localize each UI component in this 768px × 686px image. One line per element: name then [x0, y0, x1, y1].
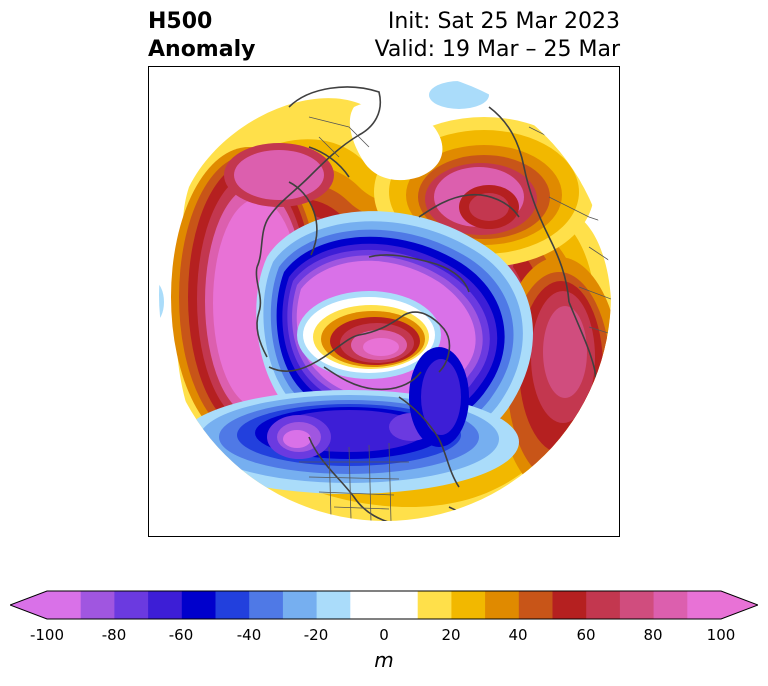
tick-label: -20 [303, 626, 329, 644]
colorbar-segment [350, 591, 385, 619]
tick-label: -40 [236, 626, 262, 644]
colorbar-segment [181, 591, 216, 619]
title-field: Anomaly [148, 37, 256, 62]
colorbar-segment [384, 591, 419, 619]
anomaly-map [148, 66, 620, 537]
colorbar-segment [282, 591, 318, 619]
init-date: Init: Sat 25 Mar 2023 [387, 9, 620, 34]
colorbar-graphic [8, 590, 760, 620]
colorbar-extend-high [721, 591, 758, 619]
colorbar-segment [417, 591, 452, 619]
colorbar-segment [451, 591, 486, 619]
anomaly-map-canvas [159, 81, 611, 521]
colorbar-segment [485, 591, 520, 619]
tick-label: -100 [29, 626, 65, 644]
tick-label: 100 [706, 626, 736, 644]
colorbar-segment [316, 591, 351, 619]
colorbar-segment [249, 591, 284, 619]
colorbar-extend-low [10, 591, 47, 619]
valid-range: Valid: 19 Mar – 25 Mar [374, 37, 620, 62]
colorbar-segment [148, 591, 183, 619]
colorbar-segment [687, 591, 722, 619]
colorbar [8, 590, 760, 620]
colorbar-segment [518, 591, 553, 619]
tick-label: 80 [643, 626, 663, 644]
colorbar-ticks: -100 -80 -60 -40 -20 0 20 40 60 80 100 [0, 626, 768, 646]
colorbar-segment [552, 591, 587, 619]
colorbar-segment [586, 591, 621, 619]
title-variable: H500 [148, 9, 213, 34]
colorbar-unit: m [374, 648, 394, 672]
tick-label: -60 [168, 626, 194, 644]
map-dates: Init: Sat 25 Mar 2023 Valid: 19 Mar – 25… [375, 8, 620, 64]
north-america-trough [179, 347, 519, 494]
tick-label: 0 [379, 626, 389, 644]
tick-label: -80 [101, 626, 127, 644]
colorbar-segment [215, 591, 250, 619]
colorbar-segment [47, 591, 82, 619]
colorbar-segment [80, 591, 115, 619]
colorbar-segment [114, 591, 149, 619]
map-title: H500 Anomaly [148, 8, 255, 64]
tick-label: 40 [508, 626, 528, 644]
tick-label: 60 [576, 626, 596, 644]
arctic-cold-spots [159, 81, 489, 322]
tick-label: 20 [441, 626, 461, 644]
colorbar-segment [619, 591, 655, 619]
colorbar-segment [653, 591, 688, 619]
neutral-area [349, 102, 443, 181]
